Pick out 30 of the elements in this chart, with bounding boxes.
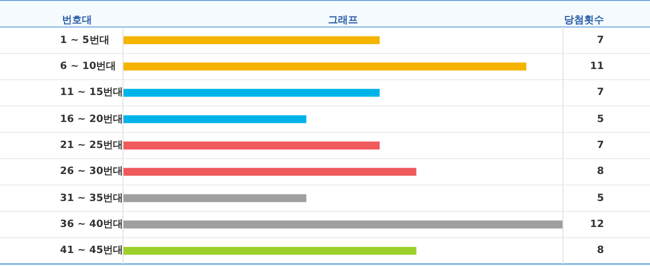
y-tick-label: 6 ~ 10번대 xyxy=(60,61,116,72)
y-tick-label: 41 ~ 45번대 xyxy=(60,245,124,256)
data-label: 7 xyxy=(597,35,604,46)
bar xyxy=(123,142,380,150)
data-label: 7 xyxy=(597,87,604,98)
y-tick-label: 31 ~ 35번대 xyxy=(60,193,124,204)
data-label: 5 xyxy=(597,114,604,125)
bar xyxy=(123,194,306,202)
bar xyxy=(123,168,416,176)
y-tick-label: 26 ~ 30번대 xyxy=(60,166,124,177)
bar xyxy=(123,62,526,70)
data-label: 8 xyxy=(597,245,604,256)
y-tick-label: 21 ~ 25번대 xyxy=(60,140,124,151)
y-tick-label: 36 ~ 40번대 xyxy=(60,219,124,230)
bar xyxy=(123,115,306,124)
data-label: 12 xyxy=(590,219,604,230)
y-tick-label: 1 ~ 5번대 xyxy=(60,35,110,46)
x-axis-title: 그래프 xyxy=(328,15,358,26)
data-label: 8 xyxy=(597,166,604,177)
y-axis-title: 번호대 xyxy=(62,15,92,26)
bar xyxy=(123,220,563,228)
bar xyxy=(123,36,380,44)
bar xyxy=(123,246,416,255)
data-label: 11 xyxy=(590,61,604,72)
y-tick-label: 16 ~ 20번대 xyxy=(60,114,124,125)
data-label: 7 xyxy=(597,140,604,151)
text: 당첨횟수 xyxy=(564,15,604,26)
bar xyxy=(123,88,380,97)
data-label: 5 xyxy=(597,193,604,204)
y-tick-label: 11 ~ 15번대 xyxy=(60,87,124,98)
